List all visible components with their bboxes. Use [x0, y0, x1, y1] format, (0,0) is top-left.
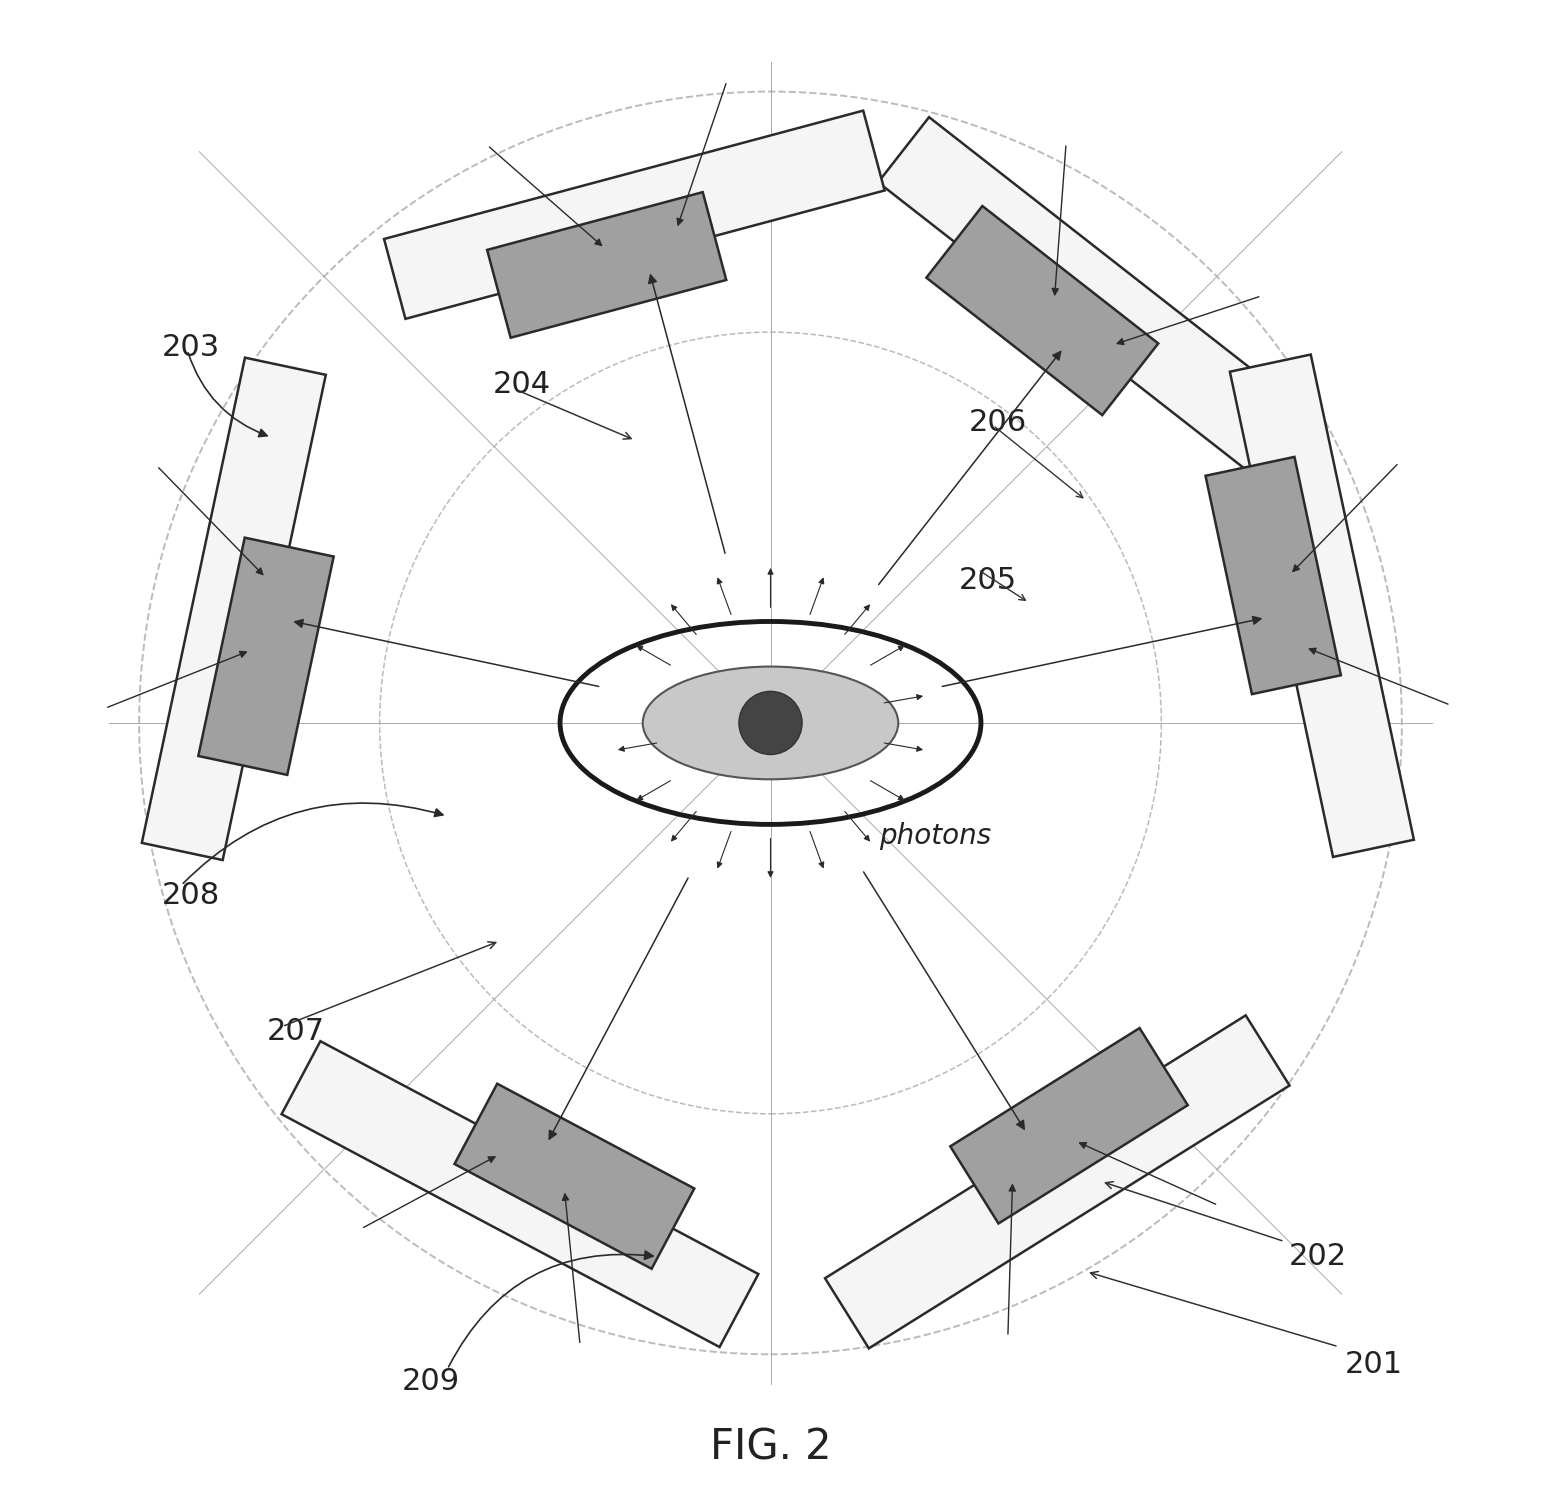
Polygon shape [1230, 354, 1415, 857]
Text: 203: 203 [162, 333, 220, 361]
Text: 205: 205 [959, 566, 1017, 595]
Polygon shape [455, 1084, 695, 1268]
Polygon shape [282, 1041, 758, 1346]
Polygon shape [878, 117, 1321, 488]
Polygon shape [951, 1029, 1188, 1223]
Polygon shape [1205, 456, 1341, 694]
Polygon shape [926, 206, 1159, 416]
Polygon shape [487, 193, 726, 337]
Text: 202: 202 [1290, 1242, 1347, 1271]
Polygon shape [142, 357, 325, 860]
Text: 201: 201 [1345, 1351, 1402, 1379]
Polygon shape [199, 538, 334, 776]
Text: FIG. 2: FIG. 2 [710, 1426, 831, 1468]
Ellipse shape [643, 667, 898, 779]
Text: 207: 207 [267, 1017, 325, 1045]
Ellipse shape [740, 691, 801, 755]
Text: 206: 206 [969, 408, 1026, 437]
Polygon shape [384, 110, 885, 319]
Polygon shape [824, 1015, 1290, 1348]
Text: 209: 209 [402, 1367, 461, 1396]
Text: photons: photons [878, 822, 991, 849]
Text: 204: 204 [493, 370, 550, 399]
Text: 208: 208 [162, 881, 220, 910]
